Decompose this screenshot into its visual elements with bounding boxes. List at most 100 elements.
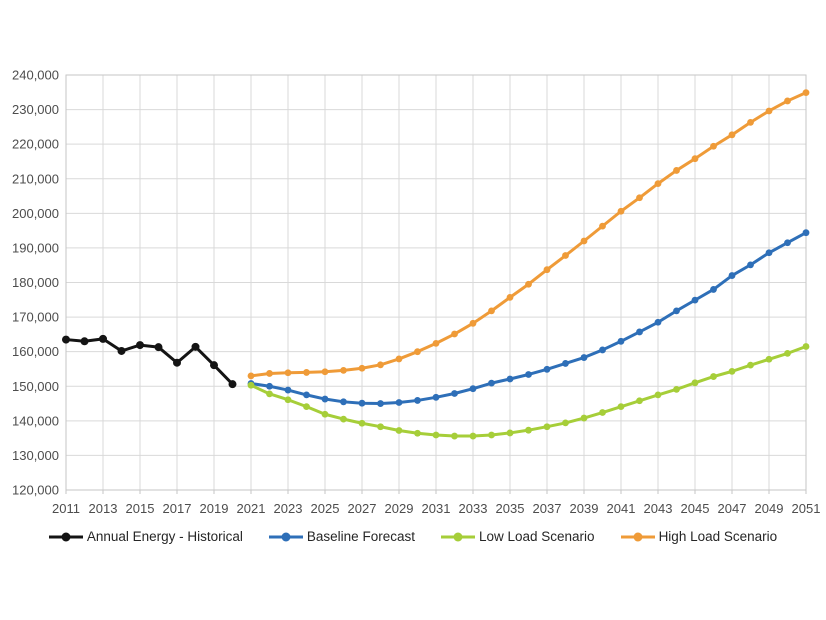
- data-point-baseline-forecast: [562, 360, 569, 367]
- data-point-annual-energy-historical: [210, 361, 218, 370]
- x-tick-label: 2039: [570, 501, 599, 516]
- x-axis-ticks: [65, 490, 807, 494]
- data-point-low-load-scenario: [784, 349, 791, 357]
- data-point-annual-energy-historical: [80, 337, 89, 346]
- data-point-baseline-forecast: [599, 346, 606, 354]
- data-point-baseline-forecast: [654, 318, 662, 326]
- data-point-high-load-scenario: [506, 293, 514, 301]
- data-point-low-load-scenario: [414, 429, 421, 437]
- legend-item-annual-energy-historical: Annual Energy - Historical: [48, 529, 243, 544]
- data-point-baseline-forecast: [543, 365, 551, 373]
- legend-label: Baseline Forecast: [306, 529, 415, 544]
- y-tick-label: 130,000: [12, 448, 59, 463]
- x-axis-labels: 2011 2013 2015 2017 2019 2021 2023 2025 2027 2029…: [52, 501, 820, 516]
- series-line-annual-energy-historical: [64, 337, 234, 386]
- data-point-baseline-forecast: [747, 261, 754, 269]
- data-point-high-load-scenario: [673, 167, 680, 174]
- legend-item-low-load-scenario: Low Load Scenario: [440, 529, 595, 544]
- series-low-load-scenario: [247, 343, 810, 440]
- data-point-low-load-scenario: [617, 403, 625, 411]
- data-point-high-load-scenario: [599, 222, 606, 230]
- x-tick-label: 2023: [274, 501, 303, 516]
- data-point-baseline-forecast: [340, 398, 347, 406]
- data-point-annual-energy-historical: [173, 358, 181, 367]
- data-point-baseline-forecast: [284, 386, 292, 394]
- y-tick-label: 210,000: [12, 171, 59, 186]
- x-tick-label: 2035: [496, 501, 525, 516]
- data-point-low-load-scenario: [802, 343, 810, 350]
- data-point-baseline-forecast: [395, 399, 403, 406]
- x-tick-label: 2047: [718, 501, 747, 516]
- legend-label: High Load Scenario: [658, 529, 778, 544]
- data-point-baseline-forecast: [303, 391, 310, 399]
- data-point-baseline-forecast: [432, 393, 440, 401]
- data-point-annual-energy-historical: [154, 343, 163, 352]
- data-point-high-load-scenario: [784, 97, 791, 105]
- data-point-baseline-forecast: [321, 395, 329, 403]
- legend-line-marker-icon: [48, 532, 83, 541]
- y-tick-label: 150,000: [12, 379, 59, 394]
- x-tick-label: 2043: [644, 501, 673, 516]
- data-point-high-load-scenario: [469, 319, 477, 327]
- x-tick-label: 2025: [311, 501, 340, 516]
- data-point-high-load-scenario: [710, 142, 717, 150]
- y-tick-label: 180,000: [12, 275, 59, 290]
- gridlines: [65, 74, 807, 491]
- data-point-low-load-scenario: [525, 426, 532, 434]
- data-point-high-load-scenario: [395, 355, 403, 363]
- data-point-baseline-forecast: [266, 382, 273, 390]
- data-point-low-load-scenario: [506, 429, 514, 437]
- legend-line-marker-icon: [440, 532, 475, 541]
- data-point-low-load-scenario: [340, 415, 347, 423]
- data-point-high-load-scenario: [451, 330, 458, 338]
- data-point-annual-energy-historical: [191, 342, 200, 351]
- data-point-high-load-scenario: [617, 207, 625, 215]
- data-point-annual-energy-historical: [228, 380, 237, 389]
- y-tick-label: 190,000: [12, 240, 59, 255]
- legend-item-high-load-scenario: High Load Scenario: [620, 529, 778, 544]
- data-point-low-load-scenario: [284, 396, 292, 404]
- legend-label: Annual Energy - Historical: [86, 529, 243, 544]
- data-point-high-load-scenario: [636, 194, 643, 202]
- x-tick-label: 2041: [607, 501, 636, 516]
- data-point-baseline-forecast: [525, 371, 532, 378]
- data-point-baseline-forecast: [691, 296, 699, 304]
- data-point-high-load-scenario: [358, 364, 366, 372]
- data-point-low-load-scenario: [395, 427, 403, 434]
- x-tick-label: 2027: [348, 501, 377, 516]
- x-tick-label: 2013: [89, 501, 118, 516]
- data-point-baseline-forecast: [636, 328, 643, 336]
- data-point-low-load-scenario: [543, 423, 551, 431]
- series-line-low-load-scenario: [249, 344, 808, 438]
- chart-legend: Annual Energy - Historical Baseline Forec…: [0, 529, 826, 544]
- series-high-load-scenario: [247, 89, 810, 380]
- data-point-high-load-scenario: [525, 280, 532, 288]
- series-annual-energy-historical: [62, 334, 237, 389]
- data-point-high-load-scenario: [580, 237, 588, 245]
- x-tick-label: 2045: [681, 501, 710, 516]
- x-tick-label: 2021: [237, 501, 266, 516]
- data-point-baseline-forecast: [358, 399, 366, 407]
- data-point-high-load-scenario: [266, 370, 273, 377]
- data-point-baseline-forecast: [580, 354, 588, 361]
- data-point-low-load-scenario: [451, 432, 458, 440]
- data-point-baseline-forecast: [488, 379, 495, 387]
- data-point-high-load-scenario: [765, 107, 773, 115]
- y-tick-label: 240,000: [12, 68, 59, 83]
- series-line-baseline-forecast: [249, 231, 808, 406]
- y-tick-label: 170,000: [12, 310, 59, 325]
- data-point-baseline-forecast: [673, 307, 680, 315]
- data-point-low-load-scenario: [469, 432, 477, 440]
- data-point-baseline-forecast: [728, 272, 736, 279]
- data-point-high-load-scenario: [488, 307, 495, 315]
- data-point-low-load-scenario: [562, 419, 569, 427]
- data-point-low-load-scenario: [377, 423, 384, 431]
- data-point-high-load-scenario: [802, 89, 810, 97]
- x-tick-label: 2019: [200, 501, 229, 516]
- data-point-high-load-scenario: [691, 155, 699, 163]
- data-point-annual-energy-historical: [117, 346, 126, 355]
- data-point-high-load-scenario: [377, 361, 384, 369]
- data-point-annual-energy-historical: [62, 335, 70, 344]
- legend-line-marker-icon: [620, 532, 655, 541]
